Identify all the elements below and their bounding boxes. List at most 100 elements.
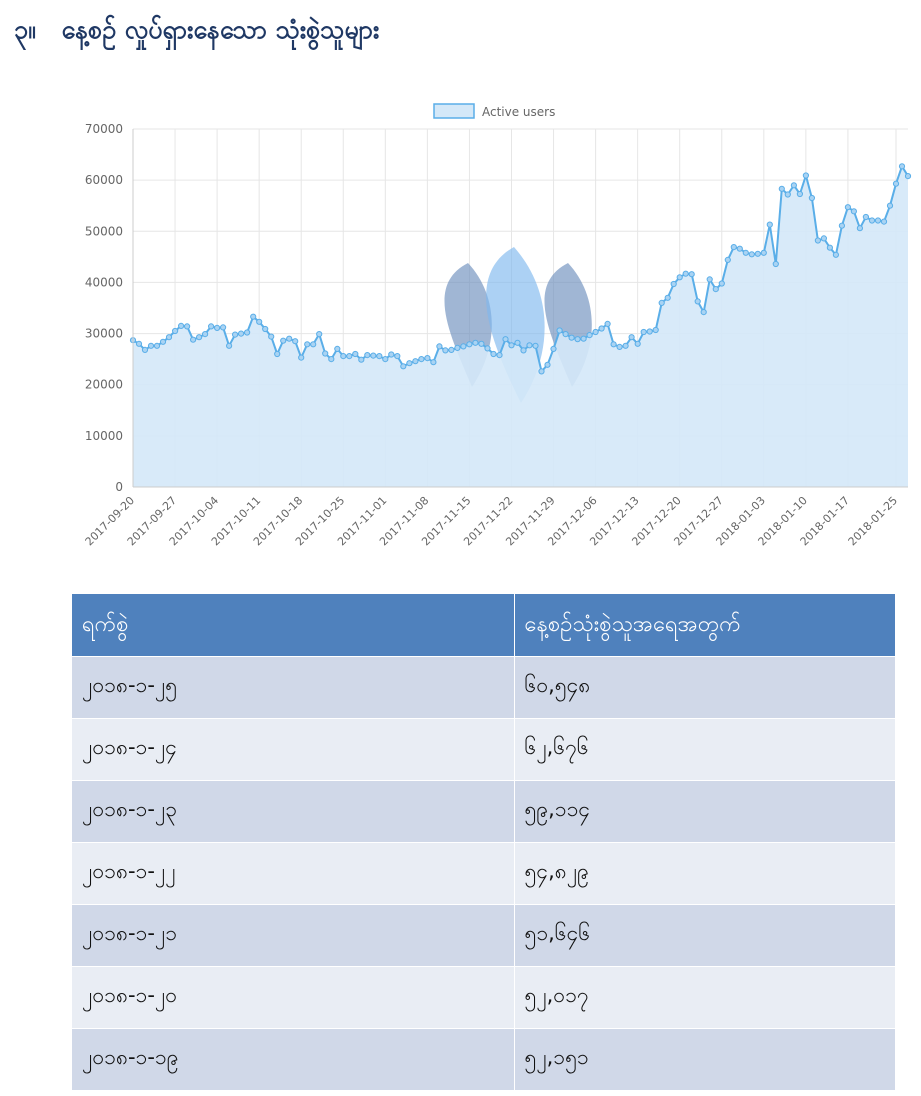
data-point: [262, 325, 269, 333]
y-tick-label: 30000: [85, 327, 123, 341]
data-point: [268, 333, 275, 340]
table-row: ၂၀၁၈-၁-၂၃ ၅၉,၁၁၄: [72, 780, 896, 843]
y-tick-label: 20000: [85, 378, 123, 392]
table-header-row: ရက်စွဲ နေ့စဉ်သုံးစွဲသူအရေအတွက်: [72, 594, 896, 657]
data-point: [298, 354, 305, 361]
data-point: [664, 294, 671, 301]
data-point: [153, 342, 161, 349]
data-point: [778, 185, 785, 192]
legend-swatch: [433, 103, 475, 119]
data-point: [442, 347, 449, 354]
series-line: [132, 165, 909, 373]
data-point: [670, 280, 677, 288]
chart-legend[interactable]: Active users: [433, 103, 555, 119]
data-point: [754, 250, 761, 257]
y-tick-label: 10000: [85, 429, 123, 443]
y-tick-label: 50000: [85, 224, 123, 238]
data-point: [400, 363, 407, 370]
data-point: [856, 225, 864, 232]
data-point: [688, 271, 695, 278]
data-point: [244, 329, 251, 336]
data-point: [364, 352, 371, 359]
users-cell: ၅၁,၆၄၆: [514, 904, 896, 967]
data-point: [418, 356, 425, 363]
data-point: [508, 342, 515, 349]
data-point: [304, 341, 311, 348]
data-point: [147, 342, 155, 349]
data-point: [250, 313, 257, 320]
data-point: [610, 341, 617, 348]
data-point: [748, 251, 755, 258]
active-users-chart: 0100002000030000400005000060000700002017…: [83, 103, 912, 548]
data-point: [904, 173, 912, 180]
data-point: [310, 341, 317, 348]
data-point: [640, 328, 647, 336]
data-point: [526, 342, 533, 349]
data-point: [622, 342, 629, 349]
data-point: [808, 194, 816, 202]
data-point: [862, 213, 870, 221]
data-point: [832, 251, 840, 258]
data-point: [178, 322, 185, 329]
data-point: [598, 325, 605, 332]
data-point: [316, 331, 323, 338]
date-cell: ၂၀၁၈-၁-၂၅: [72, 656, 515, 719]
data-point: [352, 350, 359, 358]
data-point: [718, 280, 725, 287]
data-point: [514, 339, 521, 346]
data-point: [141, 346, 149, 353]
data-point: [730, 244, 737, 251]
data-point: [700, 309, 707, 316]
y-tick-label: 70000: [85, 122, 123, 136]
data-point: [346, 353, 353, 360]
users-cell: ၅၄,၈၂၉: [514, 842, 896, 905]
data-point: [238, 330, 245, 337]
data-point: [766, 221, 773, 228]
data-point: [184, 323, 191, 330]
table-row: ၂၀၁၈-၁-၂၁ ၅၁,၆၄၆: [72, 904, 896, 967]
data-point: [436, 343, 443, 350]
data-point: [159, 338, 167, 345]
data-point: [712, 286, 719, 293]
data-point: [484, 345, 491, 352]
data-point: [460, 343, 467, 350]
series-area: [133, 166, 908, 488]
data-point: [892, 180, 900, 187]
data-point: [220, 324, 227, 331]
table-row: ၂၀၁၈-၁-၂၄ ၆၂,၆၇၆: [72, 718, 896, 781]
users-cell: ၅၂,၁၅၁: [514, 1028, 896, 1090]
data-point: [772, 260, 779, 268]
data-point: [874, 217, 882, 224]
data-point: [826, 244, 834, 251]
data-point: [868, 217, 876, 224]
data-point: [292, 338, 299, 345]
data-point: [646, 328, 653, 335]
data-point: [760, 249, 767, 256]
data-point: [532, 342, 539, 349]
data-point: [334, 345, 341, 352]
date-cell: ၂၀၁၈-၁-၂၂: [72, 842, 515, 905]
data-point: [634, 340, 641, 347]
data-point: [394, 353, 401, 360]
data-point: [658, 299, 665, 306]
data-point: [544, 361, 551, 368]
date-column-header: ရက်စွဲ: [72, 594, 515, 657]
data-point: [472, 339, 479, 346]
data-point: [628, 334, 635, 341]
series-points: [129, 163, 912, 375]
data-point: [256, 318, 263, 325]
data-point: [742, 249, 749, 256]
data-point: [880, 218, 888, 225]
data-point: [736, 245, 743, 252]
page-heading: ၃။ နေ့စဉ် လှုပ်ရှားနေသော သုံးစွဲသူများ: [14, 14, 379, 51]
date-cell: ၂၀၁၈-၁-၂၄: [72, 718, 515, 781]
table-row: ၂၀၁၈-၁-၂၂ ၅၄,၈၂၉: [72, 842, 896, 905]
data-point: [382, 356, 389, 363]
date-cell: ၂၀၁၈-၁-၂၀: [72, 966, 515, 1029]
data-point: [214, 324, 221, 331]
data-point: [454, 344, 461, 351]
series-active-users: [132, 165, 909, 488]
data-point: [165, 334, 173, 341]
data-point: [202, 331, 209, 338]
users-column-header: နေ့စဉ်သုံးစွဲသူအရေအတွက်: [514, 594, 896, 657]
